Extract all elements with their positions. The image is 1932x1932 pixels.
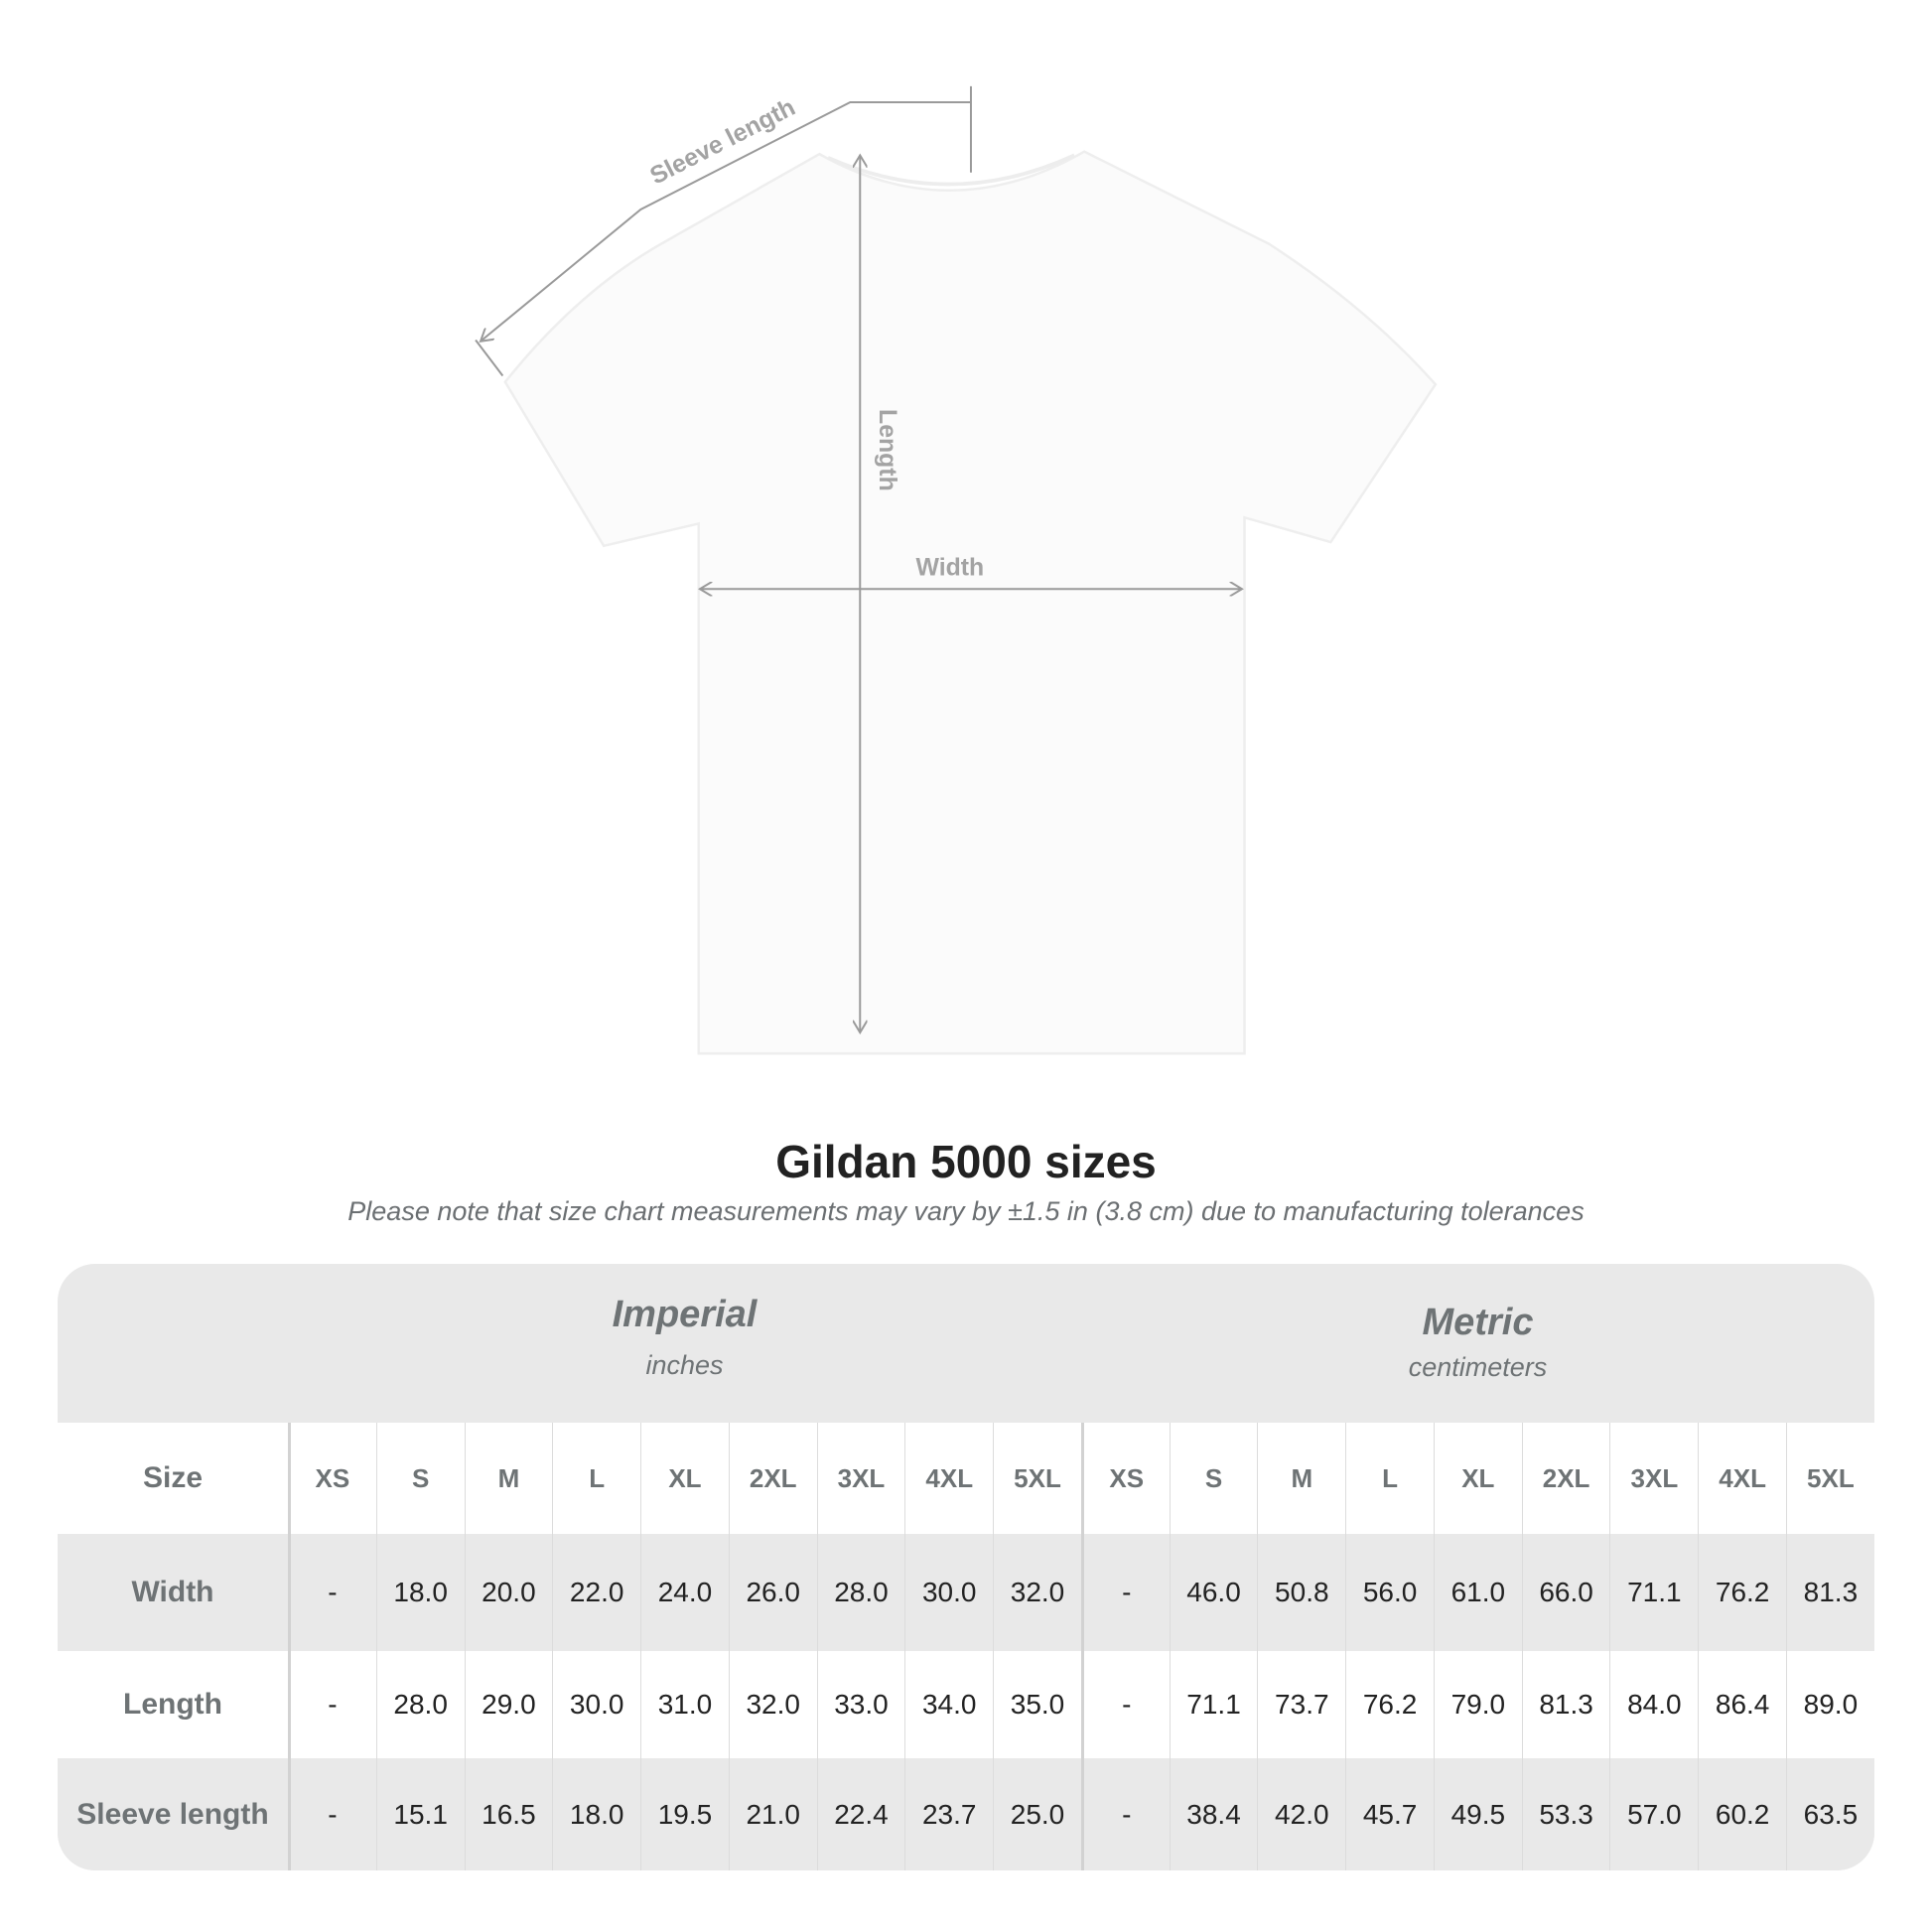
size-header-metric: 2XL (1521, 1423, 1610, 1534)
table-cell-metric: 71.1 (1609, 1534, 1698, 1651)
size-header-imperial: 2XL (728, 1423, 817, 1534)
size-row: Size XS S M L XL 2XL 3XL 4XL 5XL XS S M L XL 2XL 3XL 4XL 5… (58, 1423, 1874, 1534)
size-header-imperial: XS (288, 1423, 376, 1534)
column-divider (288, 1423, 291, 1870)
table-cell-metric: 81.3 (1786, 1534, 1874, 1651)
table-cell-imperial: 34.0 (904, 1651, 993, 1758)
table-cell-imperial: 31.0 (640, 1651, 729, 1758)
sleeve-length-label: Sleeve length (646, 94, 800, 191)
table-cell-imperial: 23.7 (904, 1758, 993, 1870)
row-label: Sleeve length (76, 1797, 269, 1831)
table-cell-metric: 66.0 (1521, 1534, 1610, 1651)
table-cell-metric: 76.2 (1698, 1534, 1786, 1651)
table-cell-imperial: 15.1 (375, 1758, 465, 1870)
table-cell-imperial: 24.0 (640, 1534, 729, 1651)
table-cell-metric: 57.0 (1609, 1758, 1698, 1870)
table-row: Sleeve length -15.1 16.5 18.0 19.5 21.0 22.4 23… (58, 1758, 1874, 1870)
table-cell-metric: 89.0 (1786, 1651, 1874, 1758)
table-cell-metric: 79.0 (1433, 1651, 1522, 1758)
length-label: Length (874, 409, 900, 491)
table-cell-metric: 84.0 (1609, 1651, 1698, 1758)
table-cell-metric: 76.2 (1345, 1651, 1434, 1758)
size-header-metric: XS (1080, 1423, 1170, 1534)
table-cell-metric: 38.4 (1169, 1758, 1258, 1870)
table-cell-imperial: 18.0 (552, 1758, 640, 1870)
table-cell-metric: 45.7 (1345, 1758, 1434, 1870)
table-cell-metric: 46.0 (1169, 1534, 1258, 1651)
table-cell-imperial: 22.0 (552, 1534, 640, 1651)
size-header-metric: S (1169, 1423, 1258, 1534)
size-header-imperial: XL (640, 1423, 729, 1534)
metric-label: Metric (1422, 1302, 1534, 1343)
table-cell-imperial: 20.0 (464, 1534, 553, 1651)
size-header-metric: 4XL (1698, 1423, 1786, 1534)
table-cell-imperial: 32.0 (728, 1651, 817, 1758)
size-header-metric: L (1345, 1423, 1434, 1534)
size-header-imperial: S (375, 1423, 465, 1534)
table-cell-imperial: 32.0 (993, 1534, 1081, 1651)
table-cell-metric: 71.1 (1169, 1651, 1258, 1758)
size-table: Imperial inches Metric centimeters Size X… (58, 1264, 1874, 1870)
table-cell-imperial: 18.0 (375, 1534, 465, 1651)
table-cell-imperial: - (288, 1534, 376, 1651)
table-cell-imperial: 28.0 (816, 1534, 905, 1651)
sleeve-length-arrow (481, 101, 971, 342)
table-cell-imperial: 26.0 (728, 1534, 817, 1651)
metric-header: Metric centimeters (1081, 1264, 1874, 1460)
table-cell-metric: 73.7 (1257, 1651, 1345, 1758)
table-cell-imperial: 28.0 (375, 1651, 465, 1758)
size-header-metric: XL (1433, 1423, 1522, 1534)
table-cell-metric: 50.8 (1257, 1534, 1345, 1651)
table-cell-metric: 81.3 (1521, 1651, 1610, 1758)
width-label: Width (916, 555, 985, 582)
row-label: Width (131, 1576, 214, 1608)
table-cell-metric: - (1080, 1534, 1170, 1651)
table-cell-imperial: 30.0 (904, 1534, 993, 1651)
table-cell-metric: 86.4 (1698, 1651, 1786, 1758)
table-cell-metric: - (1080, 1758, 1170, 1870)
imperial-header: Imperial inches (288, 1264, 1081, 1452)
table-cell-metric: 53.3 (1521, 1758, 1610, 1870)
size-header-imperial: 4XL (904, 1423, 993, 1534)
table-cell-imperial: - (288, 1651, 376, 1758)
table-cell-metric: 42.0 (1257, 1758, 1345, 1870)
metric-unit: centimeters (1408, 1352, 1548, 1382)
size-header-imperial: 3XL (816, 1423, 905, 1534)
size-header-imperial: M (464, 1423, 553, 1534)
imperial-unit: inches (645, 1350, 724, 1380)
table-cell-imperial: 33.0 (816, 1651, 905, 1758)
size-header-metric: 5XL (1786, 1423, 1874, 1534)
table-cell-imperial: 22.4 (816, 1758, 905, 1870)
size-header-metric: M (1257, 1423, 1345, 1534)
table-cell-metric: 60.2 (1698, 1758, 1786, 1870)
table-cell-imperial: - (288, 1758, 376, 1870)
table-cell-imperial: 25.0 (993, 1758, 1081, 1870)
row-label: Size (142, 1461, 204, 1494)
tshirt-shape (503, 150, 1438, 1055)
table-cell-metric: - (1080, 1651, 1170, 1758)
size-header-imperial: L (552, 1423, 640, 1534)
table-cell-imperial: 21.0 (728, 1758, 817, 1870)
tolerance-note: Please note that size chart measurements… (347, 1196, 1585, 1226)
table-cell-metric: 61.0 (1433, 1534, 1522, 1651)
table-row: Width -18.0 20.0 22.0 24.0 26.0 28.0 30.0 32.0-4… (58, 1534, 1874, 1651)
table-cell-metric: 56.0 (1345, 1534, 1434, 1651)
table-cell-metric: 49.5 (1433, 1758, 1522, 1870)
sleeve-length-tick-end (475, 339, 504, 377)
table-cell-metric: 63.5 (1786, 1758, 1874, 1870)
row-label: Length (123, 1688, 222, 1721)
table-cell-imperial: 29.0 (464, 1651, 553, 1758)
table-cell-imperial: 30.0 (552, 1651, 640, 1758)
size-header-metric: 3XL (1609, 1423, 1698, 1534)
imperial-label: Imperial (612, 1294, 758, 1335)
table-cell-imperial: 35.0 (993, 1651, 1081, 1758)
table-cell-imperial: 19.5 (640, 1758, 729, 1870)
chart-title: Gildan 5000 sizes (775, 1136, 1157, 1187)
table-cell-imperial: 16.5 (464, 1758, 553, 1870)
table-row: Length -28.0 29.0 30.0 31.0 32.0 33.0 34.0 35.0-… (58, 1651, 1874, 1758)
size-header-imperial: 5XL (993, 1423, 1081, 1534)
